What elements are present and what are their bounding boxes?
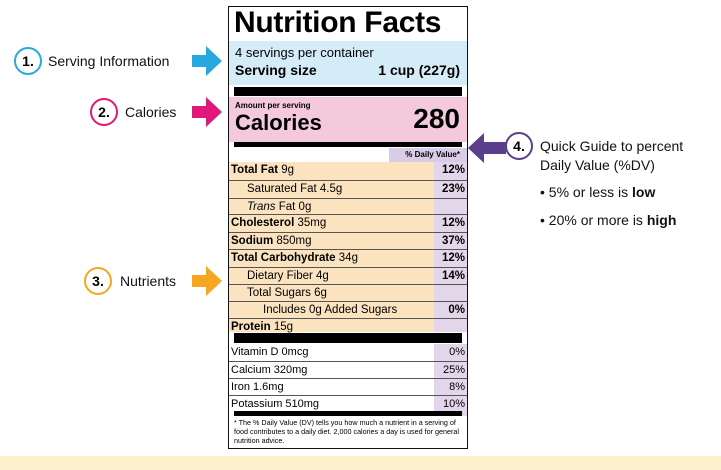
- arrow-right-icon: [192, 266, 222, 296]
- serving-info-section: 4 servings per container Serving size 1 …: [229, 41, 467, 85]
- nutrient-row: Total Carbohydrate 34g 12%: [229, 249, 467, 267]
- callout-number-1: 1.: [14, 47, 42, 75]
- arrow-left-icon: [468, 133, 506, 163]
- nutrient-row: Protein 15g: [229, 318, 467, 336]
- vitamin-name: Potassium 510mg: [231, 398, 320, 410]
- nutrient-row: Total Fat 9g 12%: [229, 162, 467, 180]
- nutrient-row: Includes 0g Added Sugars 0%: [229, 301, 467, 319]
- vitamin-dv: 8%: [449, 381, 465, 393]
- calories-section: Amount per serving Calories 280: [229, 97, 467, 142]
- divider-bar: [234, 411, 462, 416]
- nutrient-dv: 0%: [448, 304, 465, 316]
- serving-size-value: 1 cup (227g): [378, 62, 460, 78]
- dv-column: [434, 162, 467, 332]
- vitamin-name: Calcium 320mg: [231, 364, 308, 376]
- nutrient-dv: 12%: [441, 252, 465, 264]
- servings-per-container: 4 servings per container: [235, 45, 374, 60]
- nutrient-name: Trans Fat 0g: [247, 201, 312, 213]
- bottom-strip: [0, 456, 721, 470]
- vitamin-dv: 25%: [442, 364, 465, 376]
- callout-text-guide-line2: Daily Value (%DV): [540, 157, 655, 173]
- vitamins-section: Vitamin D 0mcg 0% Calcium 320mg 25% Iron 1.6…: [229, 344, 467, 416]
- calories-value: 280: [413, 103, 460, 134]
- vitamin-name: Vitamin D 0mcg: [231, 346, 309, 358]
- callout-number-4: 4.: [505, 132, 533, 160]
- vitamin-dv: 0%: [449, 346, 465, 358]
- nutrient-row: Dietary Fiber 4g 14%: [229, 267, 467, 285]
- guide-low: • 5% or less is low: [540, 184, 656, 200]
- callout-text-serving: Serving Information: [48, 53, 170, 69]
- nutrient-name: Sodium 850mg: [231, 235, 312, 247]
- nutrient-row: Sodium 850mg 37%: [229, 232, 467, 250]
- footnote: * The % Daily Value (DV) tells you how m…: [234, 418, 459, 445]
- dv-column: [434, 344, 467, 416]
- nutrient-name: Includes 0g Added Sugars: [263, 304, 398, 316]
- nutrient-row: Cholesterol 35mg 12%: [229, 214, 467, 232]
- arrow-right-icon: [192, 46, 222, 76]
- nutrient-name: Protein 15g: [231, 321, 294, 333]
- divider-bar: [234, 87, 462, 96]
- nutrient-dv: 12%: [441, 217, 465, 229]
- vitamin-row: Iron 1.6mg 8%: [229, 378, 467, 395]
- serving-size-label: Serving size: [235, 62, 317, 78]
- callout-text-guide-line1: Quick Guide to percent: [540, 138, 684, 154]
- amount-per-serving: Amount per serving: [235, 101, 311, 110]
- divider-bar: [234, 142, 462, 147]
- callout-text-calories: Calories: [125, 104, 177, 120]
- nutrient-dv: 37%: [441, 235, 465, 247]
- nutrient-row: Trans Fat 0g: [229, 198, 467, 216]
- nutrient-dv: 12%: [441, 164, 465, 176]
- nutrient-name: Dietary Fiber 4g: [247, 270, 329, 282]
- dv-header-background: [389, 148, 467, 162]
- vitamin-name: Iron 1.6mg: [231, 381, 284, 393]
- nutrient-name: Total Sugars 6g: [247, 287, 327, 299]
- calories-label: Calories: [235, 110, 322, 135]
- nutrient-name: Cholesterol 35mg: [231, 217, 327, 229]
- callout-number-2: 2.: [90, 98, 118, 126]
- label-title: Nutrition Facts: [234, 6, 442, 39]
- vitamin-row: Potassium 510mg 10%: [229, 395, 467, 412]
- nutrient-dv: 14%: [441, 270, 465, 282]
- nutrient-name: Total Fat 9g: [231, 164, 295, 176]
- arrow-right-icon: [192, 97, 222, 127]
- nutrient-name: Saturated Fat 4.5g: [247, 183, 343, 195]
- vitamin-row: Calcium 320mg 25%: [229, 361, 467, 378]
- nutrient-name: Total Carbohydrate 34g: [231, 252, 358, 264]
- nutrient-dv: 23%: [441, 183, 465, 195]
- vitamin-dv: 10%: [442, 398, 465, 410]
- nutrition-facts-label: Nutrition Facts 4 servings per container…: [228, 6, 468, 449]
- callout-text-nutrients: Nutrients: [120, 273, 177, 289]
- daily-value-header: % Daily Value*: [405, 150, 460, 159]
- nutrient-row: Total Sugars 6g: [229, 284, 467, 302]
- callout-number-3: 3.: [84, 267, 112, 295]
- divider-bar: [234, 333, 462, 343]
- vitamin-row: Vitamin D 0mcg 0%: [229, 344, 467, 361]
- nutrient-row: Saturated Fat 4.5g 23%: [229, 180, 467, 198]
- nutrients-section: Total Fat 9g 12% Saturated Fat 4.5g 23% Tran…: [229, 162, 467, 333]
- guide-high: • 20% or more is high: [540, 212, 677, 228]
